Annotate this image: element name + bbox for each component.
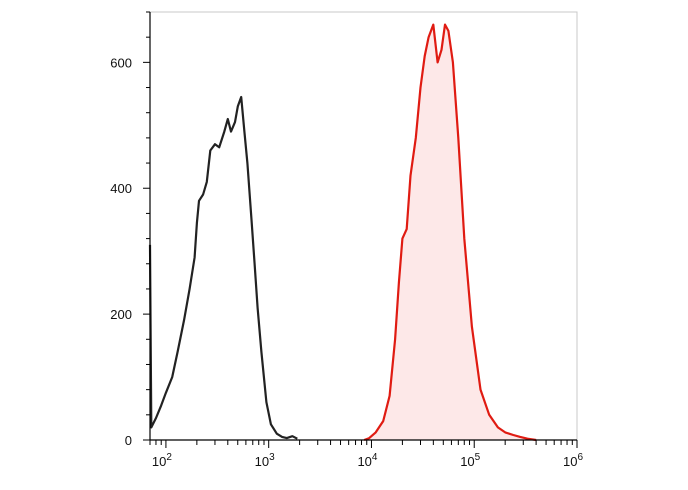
y-axis: 0 200 400 600 <box>110 11 151 448</box>
plot-border <box>149 11 578 441</box>
x-tick-label: 104 <box>357 452 377 469</box>
x-tick-label: 102 <box>152 452 172 469</box>
y-tick-label: 400 <box>110 181 132 196</box>
series-1-line <box>148 95 298 440</box>
plot-frame <box>149 11 578 441</box>
x-tick-label: 105 <box>460 452 480 469</box>
x-tick-label: 106 <box>563 452 583 469</box>
series-layer <box>148 23 537 442</box>
series-2-line <box>363 23 537 442</box>
x-axis: 102 103 104 105 106 <box>149 439 583 469</box>
y-tick-label: 600 <box>110 55 132 70</box>
series-2-area <box>364 24 537 440</box>
y-tick-label: 200 <box>110 307 132 322</box>
y-tick-label: 0 <box>125 433 132 448</box>
x-tick-label: 103 <box>255 452 275 469</box>
